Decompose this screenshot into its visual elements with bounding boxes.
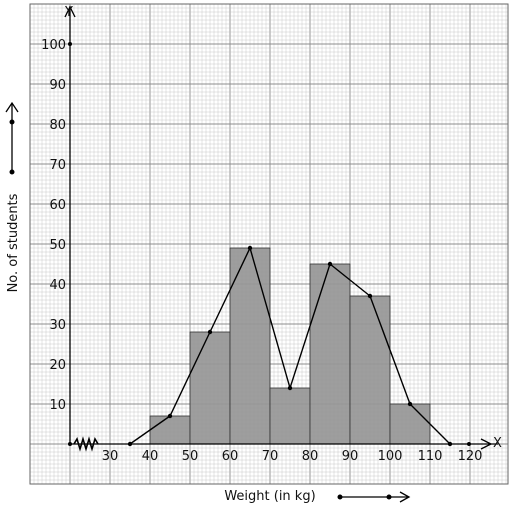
frequency-polygon-point — [407, 401, 413, 407]
x-tick-label: 80 — [302, 449, 319, 464]
x-axis-letter: X — [493, 436, 502, 451]
frequency-polygon-point — [167, 413, 173, 419]
histogram-bar — [149, 415, 191, 445]
y-tick-label: 50 — [49, 238, 66, 253]
histogram-bar — [349, 295, 391, 445]
x-tick-label: 120 — [458, 449, 483, 464]
frequency-polygon-point — [247, 245, 253, 251]
frequency-polygon-point — [367, 293, 373, 299]
y-tick-label: 80 — [49, 118, 66, 133]
x-tick-label: 70 — [262, 449, 279, 464]
y-top-dot — [68, 42, 72, 46]
x-axis-arrowhead-icon — [480, 438, 493, 450]
y-tick-label: 10 — [49, 398, 66, 413]
frequency-polygon-point — [327, 261, 333, 267]
x-axis-title: Weight (in kg) — [224, 489, 315, 504]
frequency-polygon-point — [447, 441, 453, 447]
frequency-polygon-point — [127, 441, 133, 447]
y-axis-letter: Y — [64, 5, 73, 20]
frequency-polygon-point — [287, 385, 293, 391]
histogram-bar — [189, 331, 231, 445]
histogram-bars — [149, 247, 431, 445]
histogram-bar — [269, 387, 311, 445]
y-tick-label: 40 — [49, 278, 66, 293]
y-axis-title: No. of students — [6, 193, 21, 292]
y-tick-label: 90 — [49, 78, 66, 93]
histogram-bar — [309, 263, 351, 445]
x-tick-label: 50 — [182, 449, 199, 464]
y-axis-arrowhead-icon — [64, 5, 76, 18]
origin-dot — [68, 442, 72, 446]
frequency-polygon — [127, 245, 453, 447]
y-tick-label: 30 — [49, 318, 66, 333]
x-tick-label: 90 — [342, 449, 359, 464]
y-tick-label: 100 — [41, 38, 66, 53]
histogram-bar — [229, 247, 271, 445]
y-tick-label: 20 — [49, 358, 66, 373]
y-tick-label: 60 — [49, 198, 66, 213]
y-axis-arrow-icon — [5, 101, 19, 175]
x-tick-label: 40 — [142, 449, 159, 464]
y-tick-label: 70 — [49, 158, 66, 173]
frequency-polygon-point — [207, 329, 213, 335]
x-tick-label: 30 — [102, 449, 119, 464]
tick-labels: 30 40 50 60 70 80 90 100 110 120 10 20 30 40 50 60 70 80 9… — [41, 38, 482, 464]
x-tick-label: 60 — [222, 449, 239, 464]
axes — [64, 5, 498, 452]
grid-border — [29, 3, 509, 485]
x-tick-label: 110 — [418, 449, 443, 464]
histogram-bar — [389, 403, 431, 445]
axis-break-icon — [73, 436, 99, 452]
x-end-dot — [467, 442, 471, 446]
x-axis-arrow-icon — [337, 491, 411, 503]
x-tick-label: 100 — [378, 449, 403, 464]
